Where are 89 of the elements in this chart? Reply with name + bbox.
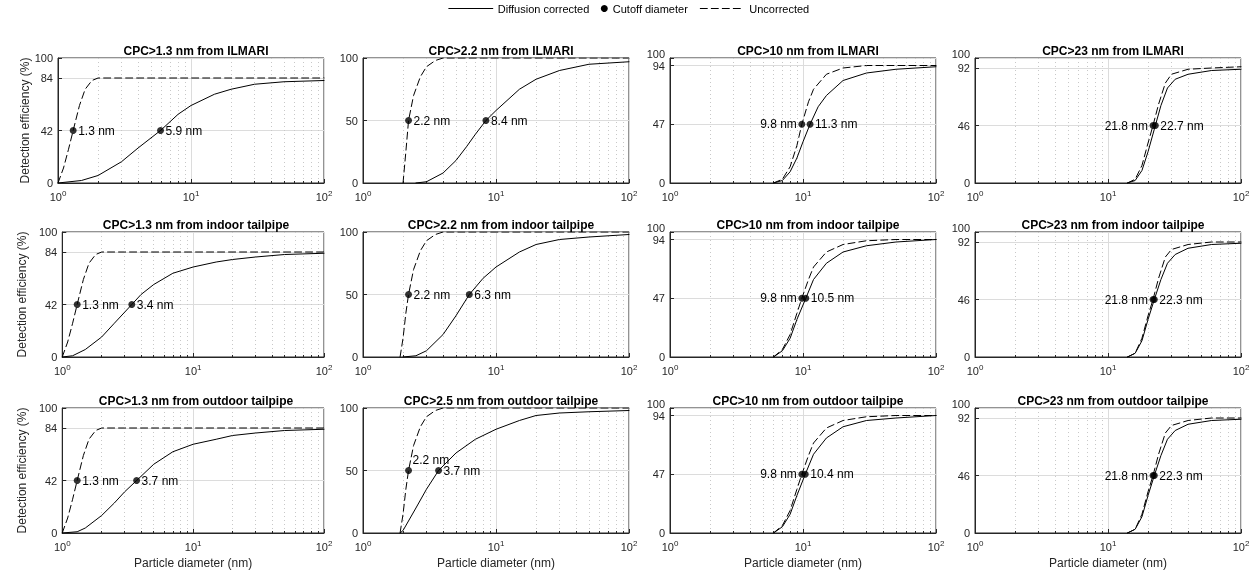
y-tick-label: 47 (652, 468, 665, 481)
y-tick-label: 94 (652, 409, 665, 422)
chart-title: CPC>23 nm from outdoor tailpipe (1017, 394, 1209, 408)
annotation: 22.7 nm (1160, 118, 1204, 133)
y-tick-label: 100 (339, 52, 358, 64)
annotation: 1.3 nm (82, 297, 119, 312)
y-tick-label: 0 (51, 351, 58, 363)
chart-title: CPC>1.3 nm from outdoor tailpipe (98, 394, 294, 408)
y-tick-label: 100 (34, 52, 53, 64)
annotation: 22.3 nm (1159, 292, 1203, 307)
chart-title: CPC>10 nm from ILMARI (737, 44, 879, 58)
y-axis-title: Detection efficiency (%) (15, 231, 29, 358)
y-tick-label: 92 (957, 412, 970, 424)
annotation: 5.9 nm (165, 123, 203, 138)
y-tick-label: 92 (957, 236, 970, 248)
y-tick-label: 46 (957, 469, 970, 482)
y-tick-label: 94 (652, 233, 665, 246)
y-tick-label: 42 (45, 474, 58, 487)
chart-title: CPC>23 nm from ILMARI (1042, 44, 1184, 58)
annotation: 3.4 nm (136, 297, 174, 312)
annotation: 9.8 nm (760, 291, 797, 306)
y-axis-title: Detection efficiency (%) (17, 57, 32, 184)
y-tick-label: 0 (351, 527, 358, 539)
y-tick-label: 94 (652, 59, 665, 72)
chart-title: CPC>10 nm from outdoor tailpipe (712, 394, 904, 408)
legend-label: Uncorrected (749, 2, 810, 15)
annotation: 11.3 nm (815, 117, 858, 132)
y-tick-label: 0 (658, 351, 665, 363)
y-tick-label: 100 (646, 221, 665, 234)
y-tick-label: 100 (339, 226, 358, 238)
legend-label: Cutoff diameter (612, 2, 689, 15)
y-tick-label: 46 (957, 293, 970, 306)
x-axis-title: Particle diameter (nm) (1048, 556, 1168, 571)
y-tick-label: 100 (951, 47, 970, 60)
y-tick-label: 0 (351, 177, 358, 189)
x-axis-title: Particle diameter (nm) (134, 556, 253, 571)
y-tick-label: 50 (345, 464, 358, 477)
y-tick-label: 47 (652, 118, 665, 131)
chart-title: CPC>2.5 nm from outdoor tailpipe (403, 394, 599, 408)
y-tick-label: 0 (658, 527, 665, 539)
annotation: 21.8 nm (1104, 118, 1149, 133)
annotation: 21.8 nm (1104, 292, 1149, 307)
annotation: 22.3 nm (1159, 468, 1203, 483)
y-tick-label: 84 (40, 72, 53, 84)
annotation: 2.2 nm (413, 287, 451, 302)
annotation: 10.5 nm (810, 291, 855, 306)
y-tick-label: 42 (45, 298, 58, 311)
chart-title: CPC>2.2 nm from indoor tailpipe (407, 218, 595, 232)
y-tick-label: 100 (951, 221, 970, 234)
y-tick-label: 100 (646, 397, 665, 410)
y-tick-label: 100 (339, 402, 358, 414)
y-tick-label: 100 (951, 397, 970, 410)
y-tick-label: 50 (345, 114, 358, 127)
y-tick-label: 0 (963, 527, 970, 539)
y-tick-label: 100 (38, 226, 58, 238)
chart-title: CPC>1.3 nm from ILMARI (123, 44, 269, 58)
legend-label: Diffusion corrected (497, 2, 590, 15)
y-tick-label: 42 (40, 124, 53, 137)
y-tick-label: 84 (45, 422, 58, 434)
y-tick-label: 0 (46, 177, 53, 189)
y-tick-label: 0 (963, 177, 970, 189)
chart-title: CPC>23 nm from indoor tailpipe (1021, 218, 1205, 232)
y-tick-label: 100 (38, 402, 58, 414)
x-axis-title: Particle diameter (nm) (436, 556, 556, 571)
annotation: 1.3 nm (82, 473, 119, 488)
annotation: 2.2 nm (413, 113, 451, 128)
annotation: 1.3 nm (78, 123, 115, 138)
y-tick-label: 0 (963, 351, 970, 363)
y-tick-label: 50 (345, 288, 358, 301)
chart-title: CPC>2.2 nm from ILMARI (428, 44, 574, 58)
annotation: 9.8 nm (760, 467, 797, 482)
annotation: 10.4 nm (810, 467, 854, 482)
y-tick-label: 100 (646, 47, 665, 60)
y-tick-label: 47 (652, 292, 665, 305)
chart-title: CPC>1.3 nm from indoor tailpipe (102, 218, 290, 232)
y-tick-label: 84 (45, 246, 58, 258)
y-tick-label: 0 (658, 177, 665, 189)
annotation: 9.8 nm (760, 117, 797, 132)
y-tick-label: 46 (957, 119, 970, 132)
x-axis-title: Particle diameter (nm) (743, 556, 863, 571)
y-tick-label: 0 (351, 351, 358, 363)
chart-title: CPC>10 nm from indoor tailpipe (716, 218, 900, 232)
annotation: 6.3 nm (474, 287, 511, 302)
y-tick-label: 92 (957, 62, 970, 74)
annotation: 21.8 nm (1104, 468, 1149, 483)
annotation: 3.7 nm (141, 473, 179, 488)
y-axis-title: Detection efficiency (%) (15, 407, 29, 534)
y-tick-label: 0 (51, 527, 58, 539)
annotation: 8.4 nm (490, 113, 528, 128)
